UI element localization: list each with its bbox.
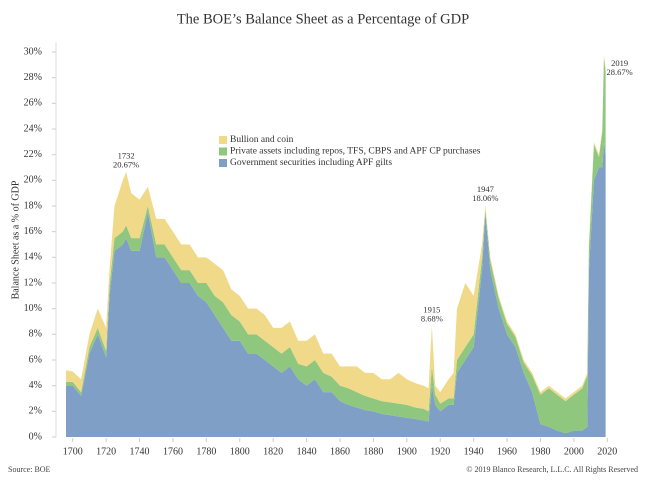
y-tick-label: 22% xyxy=(24,149,42,160)
y-tick-label: 20% xyxy=(24,175,42,186)
y-tick-label: 28% xyxy=(24,72,42,83)
y-tick-label: 26% xyxy=(24,98,42,109)
annotation-year: 1947 xyxy=(477,184,494,194)
legend-label: Bullion and coin xyxy=(230,135,294,145)
x-tick-label: 1980 xyxy=(530,446,550,457)
y-tick-label: 24% xyxy=(24,123,42,134)
y-tick-label: 6% xyxy=(29,354,42,365)
y-tick-label: 0% xyxy=(29,431,42,442)
legend-label: Private assets including repos, TFS, CBP… xyxy=(230,147,481,157)
x-tick-label: 1720 xyxy=(96,446,116,457)
y-tick-label: 30% xyxy=(24,46,42,57)
annotation-label: 18.06% xyxy=(472,193,498,203)
annotation-label: 8.68% xyxy=(421,314,443,324)
x-tick-label: 2000 xyxy=(564,446,584,457)
y-tick-label: 18% xyxy=(24,200,42,211)
x-tick-label: 1880 xyxy=(363,446,383,457)
annotation-label: 20.67% xyxy=(113,160,139,170)
legend-swatch xyxy=(219,159,227,167)
x-tick-label: 1960 xyxy=(497,446,517,457)
annotation-label: 28.67% xyxy=(607,67,633,77)
x-tick-label: 1840 xyxy=(297,446,317,457)
x-tick-label: 1900 xyxy=(397,446,417,457)
legend-swatch xyxy=(219,136,227,144)
y-tick-label: 8% xyxy=(29,329,42,340)
x-tick-label: 1760 xyxy=(163,446,183,457)
x-tick-label: 1860 xyxy=(330,446,350,457)
legend-swatch xyxy=(219,147,227,156)
x-tick-label: 2020 xyxy=(597,446,617,457)
y-tick-label: 12% xyxy=(24,277,42,288)
legend-label: Government securities including APF gilt… xyxy=(230,158,392,168)
x-tick-label: 1700 xyxy=(63,446,83,457)
annotation-year: 1732 xyxy=(118,151,135,161)
y-tick-label: 10% xyxy=(24,303,42,314)
y-tick-label: 14% xyxy=(24,252,42,263)
y-tick-label: 16% xyxy=(24,226,42,237)
area-layer xyxy=(66,54,606,412)
y-tick-label: 4% xyxy=(29,380,42,391)
x-tick-label: 1800 xyxy=(230,446,250,457)
copyright-note: © 2019 Blanco Research, L.L.C. All Right… xyxy=(466,465,638,474)
annotation-year: 2019 xyxy=(611,58,628,68)
annotation-year: 1915 xyxy=(423,305,440,315)
chart-title: The BOE’s Balance Sheet as a Percentage … xyxy=(177,11,469,27)
y-axis-label: Balance Sheet as a % of GDP xyxy=(10,180,21,299)
area-layer xyxy=(66,141,606,437)
x-tick-label: 1940 xyxy=(464,446,484,457)
x-tick-label: 1920 xyxy=(430,446,450,457)
area-layer xyxy=(66,57,606,434)
x-tick-label: 1820 xyxy=(263,446,283,457)
source-note: Source: BOE xyxy=(8,465,51,474)
x-tick-label: 1780 xyxy=(196,446,216,457)
y-tick-label: 2% xyxy=(29,406,42,417)
x-tick-label: 1740 xyxy=(130,446,150,457)
